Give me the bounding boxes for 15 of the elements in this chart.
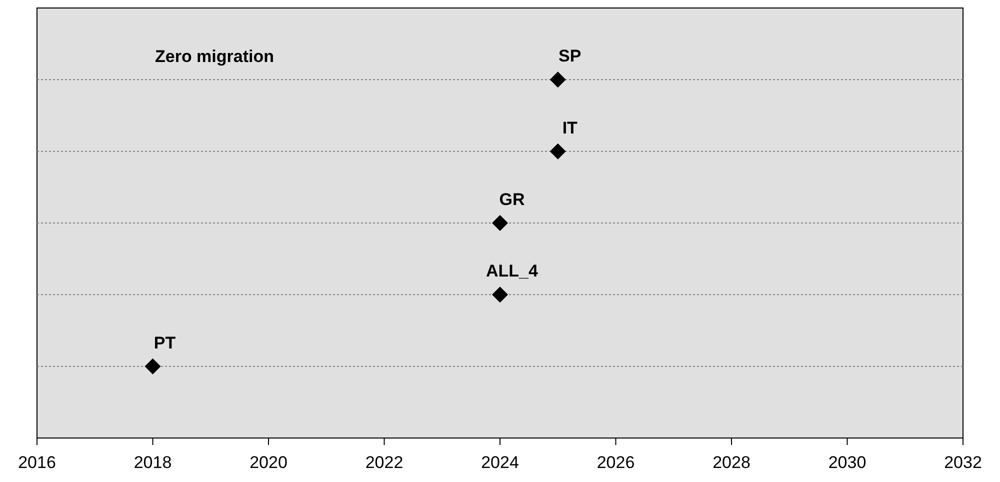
y-tick-label: GR bbox=[499, 190, 525, 209]
x-tick-label: 2024 bbox=[481, 453, 519, 472]
y-tick-label: ALL_4 bbox=[486, 262, 539, 281]
x-tick-label: 2020 bbox=[250, 453, 288, 472]
x-tick-label: 2028 bbox=[712, 453, 750, 472]
y-tick-label: IT bbox=[562, 118, 578, 138]
x-tick-label: 2016 bbox=[18, 453, 56, 472]
x-tick-label: 2022 bbox=[365, 453, 404, 472]
y-tick-label: PT bbox=[154, 333, 176, 352]
x-tick-label: 2018 bbox=[134, 453, 172, 472]
x-tick-label: 2032 bbox=[944, 453, 982, 472]
x-tick-label: 2030 bbox=[828, 453, 866, 472]
x-tick-label: 2026 bbox=[596, 453, 635, 472]
y-tick-label: SP bbox=[558, 46, 582, 66]
text: Zero migration bbox=[155, 47, 274, 66]
